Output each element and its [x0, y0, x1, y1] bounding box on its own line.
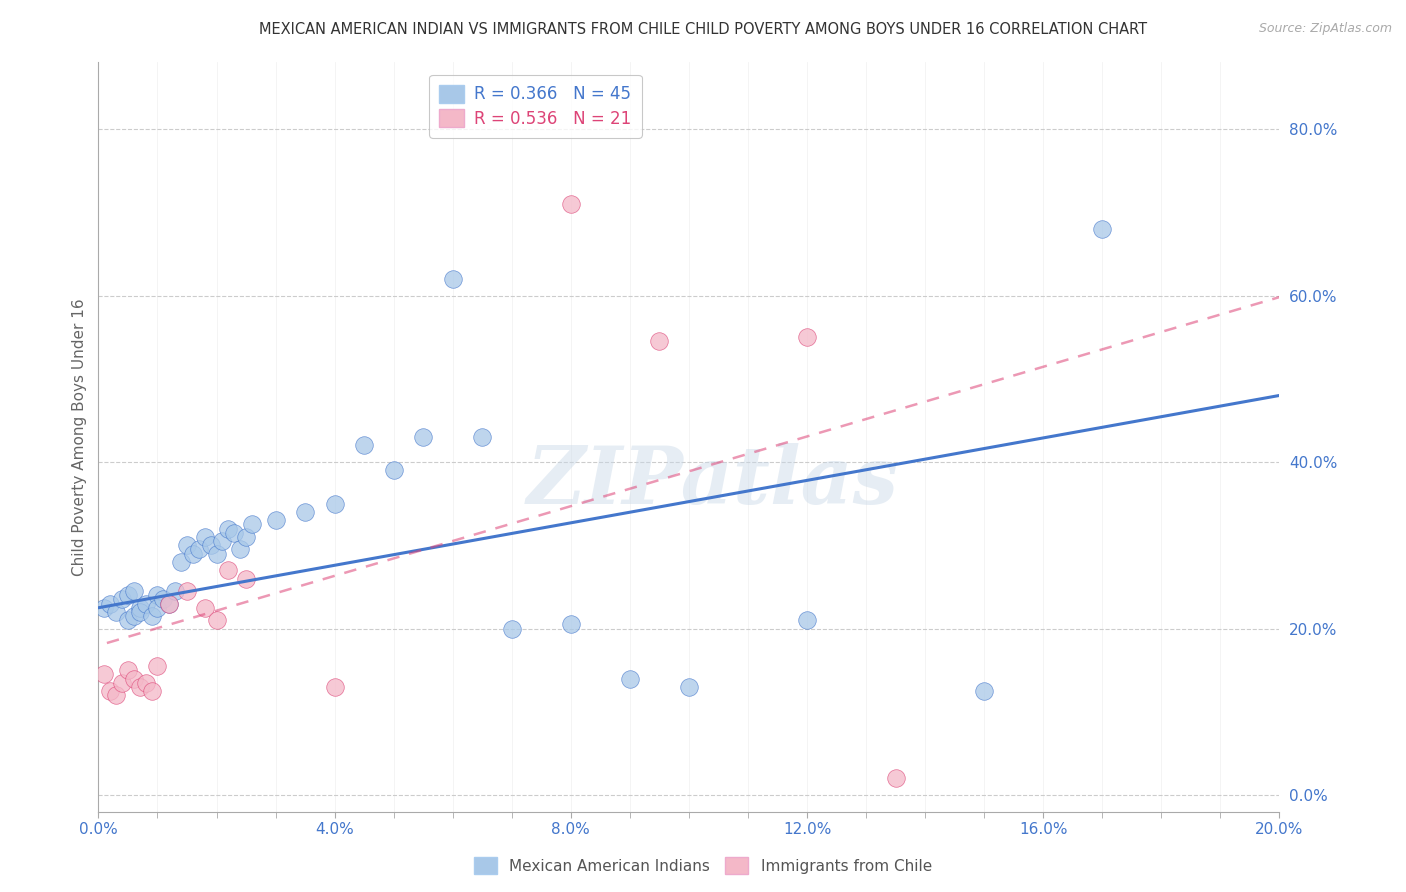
Point [181, 547, 204, 561]
Point [187, 542, 209, 557]
Point [560, 617, 582, 632]
Point [176, 584, 198, 599]
Point [98, 597, 121, 611]
Point [884, 772, 907, 786]
Point [111, 592, 134, 607]
Point [678, 680, 700, 694]
Point [973, 684, 995, 698]
Point [229, 542, 252, 557]
Point [205, 547, 228, 561]
Point [211, 534, 233, 549]
Point [441, 272, 464, 286]
Text: Source: ZipAtlas.com: Source: ZipAtlas.com [1258, 22, 1392, 36]
Point [194, 530, 217, 544]
Point [152, 592, 174, 607]
Point [93, 600, 115, 615]
Point [165, 584, 187, 599]
Point [796, 330, 818, 344]
Point [128, 605, 150, 619]
Point [235, 530, 257, 544]
Point [619, 672, 641, 686]
Point [146, 600, 169, 615]
Point [323, 497, 346, 511]
Point [117, 663, 139, 677]
Point [105, 688, 128, 702]
Point [1091, 222, 1114, 236]
Legend: Mexican American Indians, Immigrants from Chile: Mexican American Indians, Immigrants fro… [468, 851, 938, 880]
Point [224, 525, 246, 540]
Point [205, 613, 228, 627]
Point [294, 505, 316, 519]
Point [796, 613, 818, 627]
Point [122, 672, 145, 686]
Point [157, 597, 180, 611]
Point [200, 538, 222, 552]
Point [122, 609, 145, 624]
Point [111, 675, 134, 690]
Point [98, 684, 121, 698]
Point [135, 597, 157, 611]
Point [353, 438, 375, 452]
Point [323, 680, 346, 694]
Point [146, 588, 169, 602]
Point [560, 197, 582, 211]
Point [648, 334, 671, 349]
Point [93, 667, 115, 681]
Point [157, 597, 180, 611]
Text: MEXICAN AMERICAN INDIAN VS IMMIGRANTS FROM CHILE CHILD POVERTY AMONG BOYS UNDER : MEXICAN AMERICAN INDIAN VS IMMIGRANTS FR… [259, 22, 1147, 37]
Point [382, 463, 405, 477]
Point [412, 430, 434, 444]
Y-axis label: Child Poverty Among Boys Under 16: Child Poverty Among Boys Under 16 [72, 298, 87, 576]
Point [117, 588, 139, 602]
Point [141, 684, 163, 698]
Point [194, 600, 217, 615]
Point [146, 659, 169, 673]
Point [135, 675, 157, 690]
Point [170, 555, 193, 569]
Point [122, 584, 145, 599]
Point [128, 600, 150, 615]
Point [217, 522, 239, 536]
Point [235, 572, 257, 586]
Point [217, 563, 239, 577]
Point [264, 513, 287, 527]
Point [117, 613, 139, 627]
Point [471, 430, 494, 444]
Point [176, 538, 198, 552]
Legend: R = 0.366   N = 45, R = 0.536   N = 21: R = 0.366 N = 45, R = 0.536 N = 21 [429, 75, 641, 137]
Text: ZIPatlas: ZIPatlas [526, 443, 898, 521]
Point [128, 680, 150, 694]
Point [240, 517, 263, 532]
Point [501, 622, 523, 636]
Point [141, 609, 163, 624]
Point [105, 605, 128, 619]
